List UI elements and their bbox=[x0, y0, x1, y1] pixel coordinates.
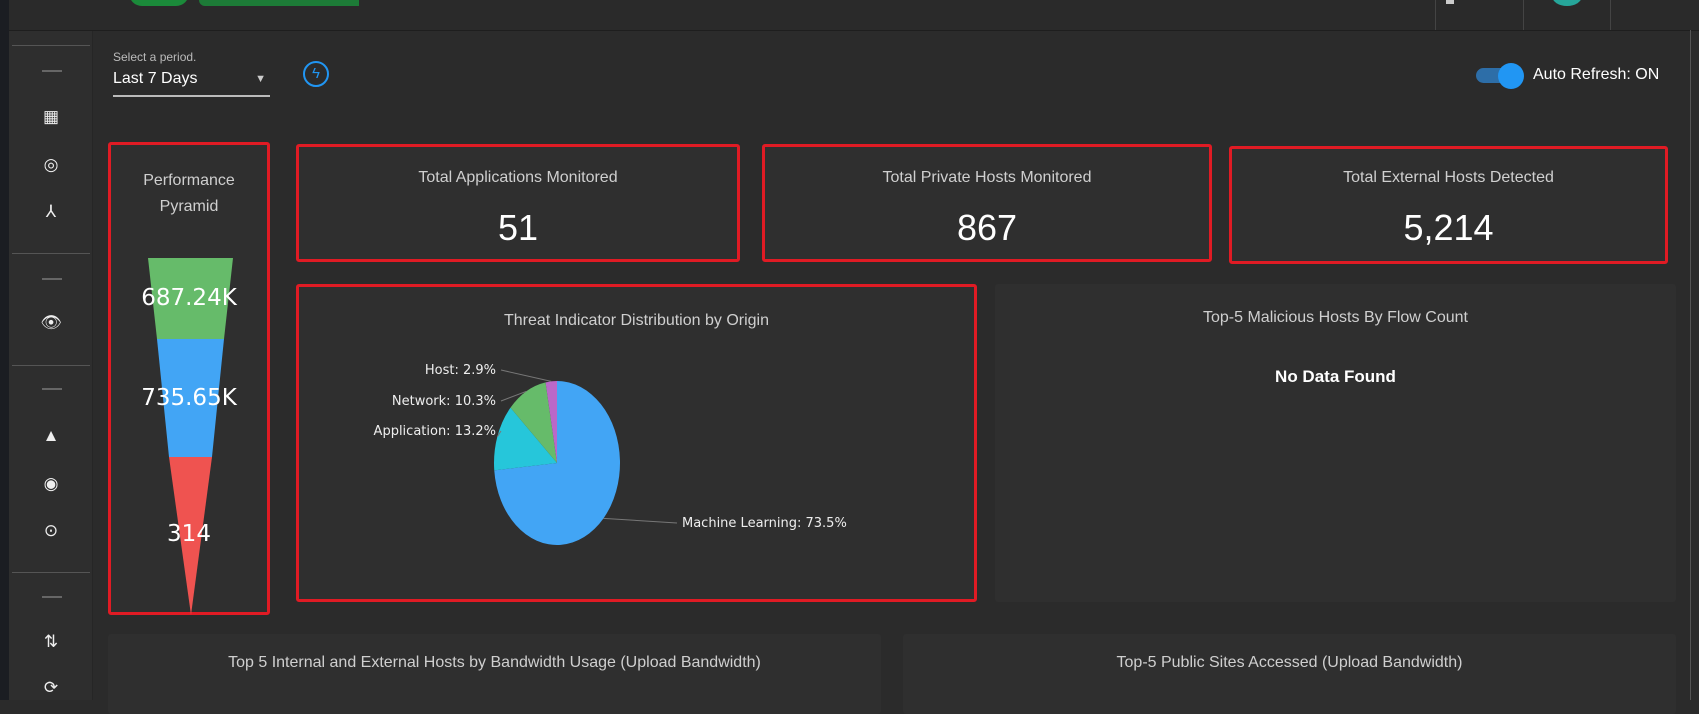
route-icon[interactable]: ⇅ bbox=[43, 632, 59, 651]
pyramid-level-3 bbox=[169, 457, 212, 615]
no-data-message: No Data Found bbox=[1275, 367, 1396, 386]
radar-icon[interactable]: ◉ bbox=[43, 474, 59, 493]
pie-chart: Machine Learning: 73.5% Application: 13.2… bbox=[374, 363, 847, 545]
pyramid-level-2-label: 735.65K bbox=[141, 385, 237, 411]
malicious-title: Top-5 Malicious Hosts By Flow Count bbox=[1203, 309, 1468, 326]
dashboard-icon[interactable]: ▦ bbox=[42, 107, 60, 126]
stat-value: 51 bbox=[497, 207, 539, 248]
card-title: Top 5 Internal and External Hosts by Ban… bbox=[228, 654, 761, 671]
stat-card-private-hosts: Total Private Hosts Monitored 867 bbox=[762, 144, 1212, 262]
pyramid-chart bbox=[148, 258, 233, 615]
divider bbox=[1610, 0, 1611, 30]
period-select[interactable]: Select a period. Last 7 Days ▼ bbox=[113, 50, 270, 97]
scroll-edge bbox=[1690, 30, 1691, 700]
pyramid-level-1-label: 687.24K bbox=[141, 285, 237, 311]
top-bar bbox=[9, 0, 1699, 31]
pie-label: Machine Learning: 73.5% bbox=[682, 516, 847, 531]
divider bbox=[1435, 0, 1436, 30]
sidebar: ▦ ◎ ⅄ 👁 ▲ ◉ ⊙ ⇅ ⟳ bbox=[9, 31, 93, 700]
eye-icon[interactable]: 👁 bbox=[40, 313, 62, 332]
lightning-icon[interactable]: ϟ bbox=[303, 61, 329, 87]
auto-refresh-toggle[interactable] bbox=[1476, 63, 1524, 89]
pyramid-title: Performance Pyramid bbox=[143, 172, 235, 215]
pie-leader-line bbox=[603, 517, 678, 524]
period-label: Select a period. bbox=[113, 50, 197, 64]
stat-title: Total Applications Monitored bbox=[418, 169, 618, 186]
auto-refresh-label: Auto Refresh: ON bbox=[1533, 66, 1660, 83]
pie-leader-line bbox=[500, 369, 552, 382]
logo bbox=[119, 0, 359, 6]
window-edge bbox=[0, 0, 9, 700]
threat-title: Threat Indicator Distribution by Origin bbox=[504, 312, 769, 329]
avatar[interactable] bbox=[1552, 0, 1582, 6]
pie-label: Host: 2.9% bbox=[425, 363, 496, 378]
pie-leader-line bbox=[500, 390, 527, 402]
stat-value: 5,214 bbox=[1403, 207, 1494, 248]
card-title: Top-5 Public Sites Accessed (Upload Band… bbox=[1116, 654, 1463, 671]
stat-card-applications: Total Applications Monitored 51 bbox=[296, 144, 740, 262]
fingerprint-icon[interactable]: ◎ bbox=[43, 155, 59, 174]
merge-icon[interactable]: ⅄ bbox=[45, 202, 57, 221]
stat-value: 867 bbox=[956, 207, 1018, 248]
public-sites-card: Top-5 Public Sites Accessed (Upload Band… bbox=[903, 634, 1676, 714]
refresh-icon[interactable]: ⟳ bbox=[43, 678, 59, 697]
notification-icon[interactable] bbox=[1446, 0, 1454, 4]
pie-slice-application[interactable] bbox=[494, 407, 557, 471]
target-icon[interactable]: ⊙ bbox=[43, 521, 59, 540]
stat-title: Total External Hosts Detected bbox=[1343, 169, 1554, 186]
pyramid-level-2 bbox=[157, 339, 224, 457]
pie-slice-host[interactable] bbox=[545, 381, 557, 463]
warning-icon[interactable]: ▲ bbox=[42, 426, 60, 445]
pie-label: Application: 13.2% bbox=[374, 424, 496, 439]
pie-slice-machine-learning[interactable] bbox=[494, 381, 620, 545]
threat-distribution-card: Threat Indicator Distribution by Origin … bbox=[296, 284, 977, 602]
pie-slice-network[interactable] bbox=[510, 382, 557, 463]
period-value: Last 7 Days bbox=[113, 70, 198, 87]
pie-label: Network: 10.3% bbox=[392, 394, 496, 409]
pie-leader-line bbox=[496, 430, 502, 438]
pyramid-level-1 bbox=[148, 258, 233, 339]
bandwidth-hosts-card: Top 5 Internal and External Hosts by Ban… bbox=[108, 634, 881, 714]
stat-card-external-hosts: Total External Hosts Detected 5,214 bbox=[1229, 146, 1668, 264]
pyramid-level-3-label: 314 bbox=[167, 521, 211, 547]
divider bbox=[1523, 0, 1524, 30]
stat-title: Total Private Hosts Monitored bbox=[882, 169, 1092, 186]
malicious-hosts-card: Top-5 Malicious Hosts By Flow Count No D… bbox=[995, 284, 1676, 602]
chevron-down-icon: ▼ bbox=[255, 73, 266, 85]
performance-pyramid-card: Performance Pyramid 687.24K 735.65K 314 bbox=[108, 142, 270, 615]
